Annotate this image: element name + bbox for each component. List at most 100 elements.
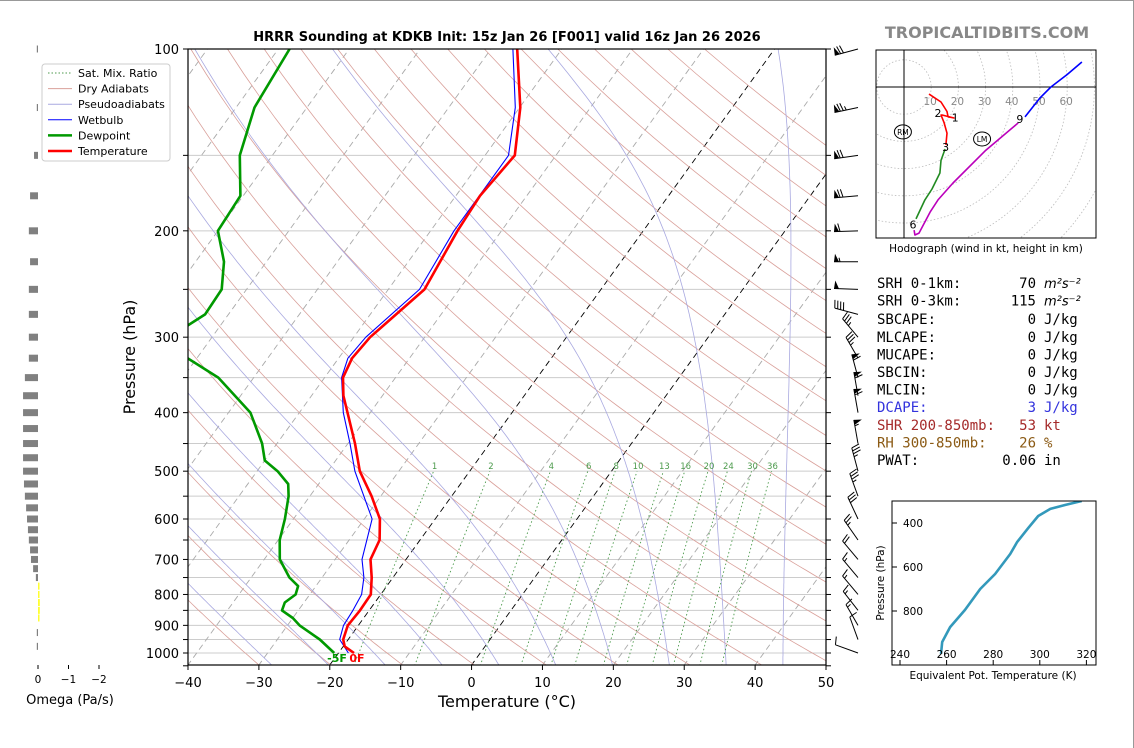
omega-bar [27, 526, 38, 534]
legend-box [41, 63, 171, 162]
stat-row: SBCIN: 0 J/kg [877, 365, 1078, 381]
stat-unit: in [1044, 453, 1061, 469]
barb-half [852, 479, 857, 483]
barb-full [850, 497, 858, 504]
barb-full [845, 516, 852, 524]
y-tick-label: 700 [154, 553, 179, 568]
omega-panel: 0 −1 −2 [23, 45, 107, 686]
stat-label: RH 300-850mb: [877, 435, 987, 451]
y-tick-label: 300 [154, 331, 179, 346]
barb-flag [853, 419, 862, 425]
omega-bar [23, 409, 38, 417]
barb-staff [834, 48, 859, 56]
theta-e-x-tick-label: 280 [983, 649, 1003, 661]
omega-bar [36, 629, 38, 637]
stat-unit: J/kg [1044, 312, 1078, 328]
stat-row: SRH 0-3km: 115 m²s⁻² [877, 294, 1081, 310]
isotherm-line [329, 49, 775, 665]
moist-adiabat-line [194, 49, 613, 665]
y-tick-label: 800 [154, 588, 179, 603]
barb-staff [842, 575, 859, 595]
barb-full [851, 474, 859, 480]
hodograph-ring-label: 30 [978, 96, 991, 108]
omega-bar [23, 480, 38, 488]
omega-bar [38, 582, 40, 590]
hodograph-height-label: 2 [935, 107, 942, 120]
stat-row: SHR 200-850mb: 53 kt [877, 418, 1061, 434]
barb-half [844, 590, 849, 595]
skewt-profiles [188, 49, 522, 655]
barb-flag [851, 353, 860, 360]
barb-half [847, 521, 851, 526]
barb-full [850, 471, 858, 477]
wind-barb [833, 103, 859, 114]
mixing-ratio-label: 2 [488, 462, 493, 472]
dry-adiabat-line [447, 49, 826, 368]
stat-label: MLCIN: [877, 383, 928, 399]
barb-staff [849, 473, 859, 497]
stat-value: 0 [1028, 365, 1036, 381]
stat-row: SRH 0-1km: 70 m²s⁻² [877, 276, 1081, 292]
wind-barb [853, 419, 862, 444]
barb-full [849, 468, 857, 475]
stat-row: SBCAPE: 0 J/kg [877, 312, 1078, 328]
dewpoint-profile-line [188, 49, 336, 654]
barb-full [848, 336, 856, 343]
y-tick-label: 1000 [146, 647, 179, 662]
stat-value: 70 [1019, 276, 1036, 292]
stat-label: SRH 0-3km: [877, 294, 961, 310]
barb-full [844, 314, 850, 322]
dry-adiabat-line [190, 49, 826, 622]
barb-flag [834, 189, 840, 198]
legend-label: Temperature [77, 145, 148, 158]
wind-barb [849, 611, 859, 640]
hodograph-height-label: 3 [942, 141, 949, 154]
stat-label: DCAPE: [877, 400, 928, 416]
barb-full [842, 552, 848, 560]
wind-barb [853, 388, 863, 413]
barb-half [844, 557, 848, 562]
skewt-background-lines [188, 49, 826, 665]
stat-row: MUCAPE: 0 J/kg [877, 347, 1078, 363]
dry-adiabat-line [188, 535, 332, 665]
barb-full [836, 103, 841, 112]
wind-barb [842, 569, 859, 595]
stat-label: SBCIN: [877, 365, 928, 381]
dry-adiabat-line [188, 104, 826, 662]
mixing-ratio-line [626, 471, 686, 665]
mixing-ratio-label: 4 [549, 462, 554, 472]
theta-e-x-label: Equivalent Pot. Temperature (K) [909, 670, 1076, 682]
barb-full [845, 331, 853, 338]
barb-full [844, 536, 850, 544]
legend-label: Dewpoint [78, 129, 131, 142]
barb-flag [834, 150, 840, 159]
barb-full [846, 316, 852, 324]
barb-flag [834, 253, 839, 262]
wind-barb [834, 253, 858, 263]
wind-barb [842, 552, 859, 578]
wind-barb [842, 534, 859, 560]
isotherm-line [400, 75, 826, 665]
brand-watermark: TROPICALTIDBITS.COM [885, 23, 1089, 42]
wind-barb [847, 491, 859, 520]
y-tick-label: 200 [154, 225, 179, 240]
omega-bar [38, 614, 40, 622]
barb-full [842, 534, 848, 542]
barb-full [854, 391, 863, 396]
barb-flag [834, 223, 840, 232]
x-tick-label: 30 [676, 676, 693, 691]
wind-barb [843, 513, 859, 541]
mixing-ratio-label: 30 [747, 462, 758, 472]
stat-label: MUCAPE: [877, 347, 936, 363]
barb-full [854, 374, 863, 379]
omega-tick-label: −2 [91, 674, 106, 686]
barb-full [837, 223, 841, 232]
omega-bar [23, 454, 38, 462]
omega-tick-label: −1 [61, 674, 76, 686]
barb-staff [847, 497, 859, 520]
barb-full [853, 449, 861, 455]
omega-bar [34, 151, 38, 159]
omega-bar [28, 354, 38, 362]
mixing-ratio-line [550, 471, 616, 665]
